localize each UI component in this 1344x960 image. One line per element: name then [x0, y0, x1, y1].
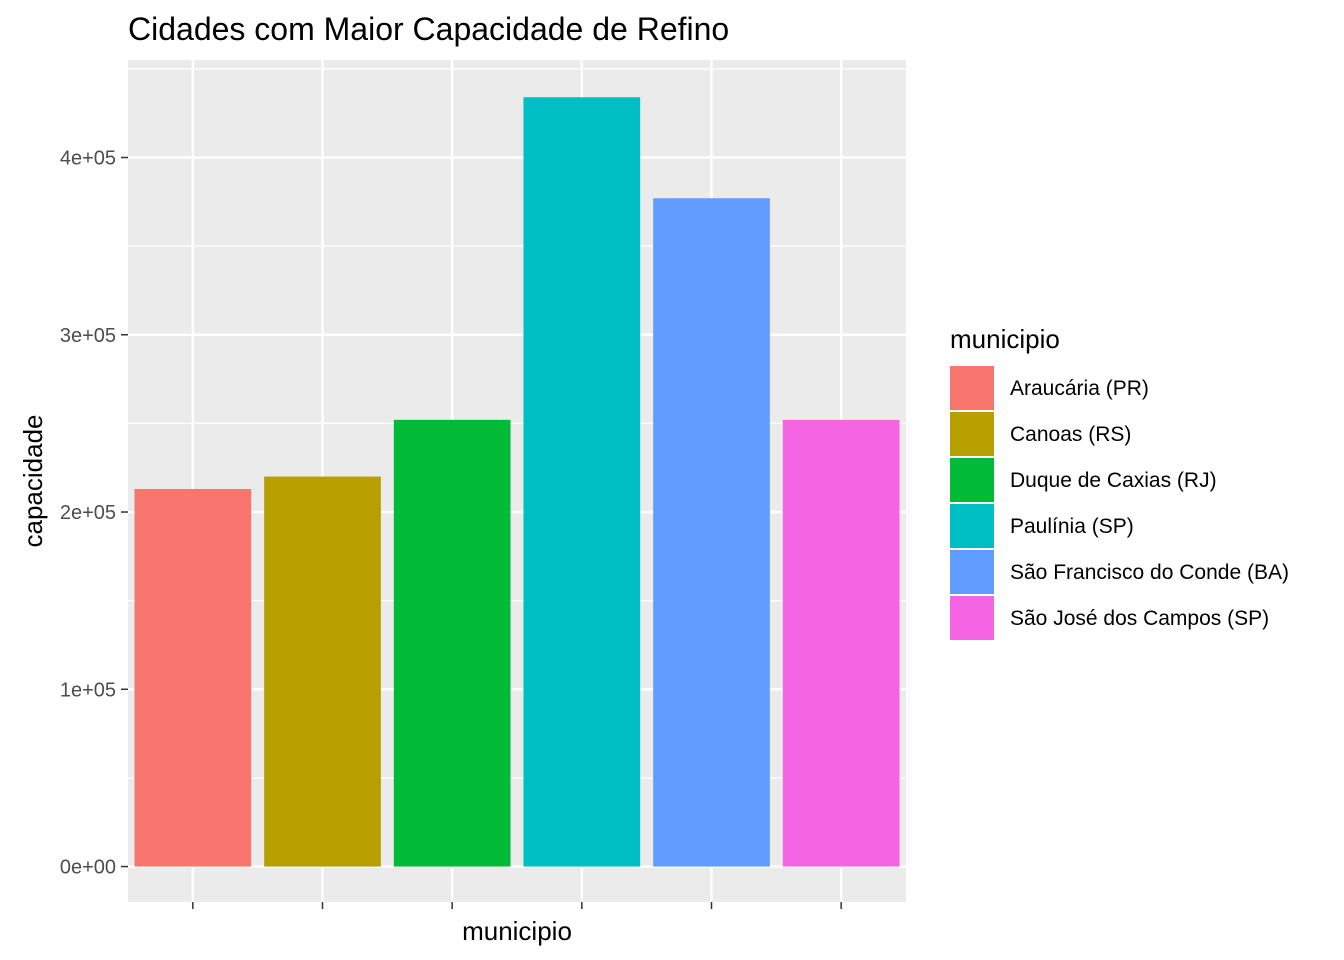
- legend-label: Canoas (RS): [1010, 423, 1131, 446]
- legend: municipio Araucária (PR) Canoas (RS) Duque…: [950, 324, 1289, 640]
- bar: [523, 97, 641, 867]
- legend-key: [950, 458, 994, 502]
- y-tick-label: 3e+05: [60, 325, 116, 347]
- y-tick-label: 2e+05: [60, 502, 116, 524]
- legend-label: Duque de Caxias (RJ): [1010, 469, 1217, 492]
- legend-title: municipio: [950, 324, 1060, 354]
- legend-key: [950, 550, 994, 594]
- legend-key: [950, 412, 994, 456]
- legend-label: Paulínia (SP): [1010, 515, 1134, 538]
- legend-label: São José dos Campos (SP): [1010, 607, 1269, 630]
- bar: [264, 476, 381, 867]
- bars: [134, 97, 900, 867]
- y-tick-label: 0e+00: [60, 857, 116, 879]
- axes: 0e+00 1e+05 2e+05 3e+05 4e+05: [60, 147, 842, 909]
- y-axis-title: capacidade: [18, 415, 48, 548]
- legend-key: [950, 366, 994, 410]
- bar: [653, 198, 770, 867]
- plot-panel: [128, 60, 906, 902]
- legend-label: Araucária (PR): [1010, 377, 1149, 400]
- legend-items: Araucária (PR) Canoas (RS) Duque de Caxias…: [950, 366, 1289, 640]
- x-axis-title: municipio: [462, 916, 572, 946]
- legend-label: São Francisco do Conde (BA): [1010, 561, 1289, 584]
- y-tick-label: 4e+05: [60, 147, 116, 169]
- legend-key: [950, 504, 994, 548]
- bar: [134, 488, 252, 867]
- y-tick-label: 1e+05: [60, 679, 116, 701]
- chart-title: Cidades com Maior Capacidade de Refino: [128, 11, 729, 47]
- bar: [393, 419, 511, 867]
- legend-key: [950, 596, 994, 640]
- bar: [782, 419, 900, 867]
